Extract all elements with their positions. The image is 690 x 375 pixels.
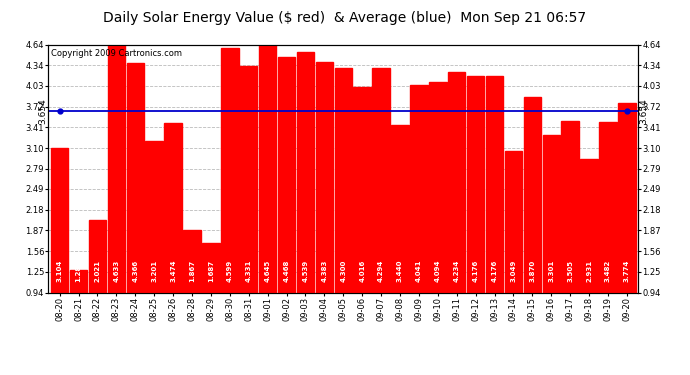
Bar	[221, 48, 239, 356]
Text: 4.041: 4.041	[416, 260, 422, 282]
Text: 3.654: 3.654	[640, 98, 649, 124]
Bar	[391, 125, 408, 355]
Text: 4.176: 4.176	[491, 260, 497, 282]
Text: 4.016: 4.016	[359, 260, 365, 282]
Text: 3.104: 3.104	[57, 260, 63, 282]
Bar	[146, 141, 163, 356]
Text: 3.870: 3.870	[529, 260, 535, 282]
Text: 4.599: 4.599	[227, 260, 233, 282]
Bar	[315, 62, 333, 355]
Text: 3.774: 3.774	[624, 260, 630, 282]
Bar	[51, 148, 68, 356]
Bar	[89, 220, 106, 356]
Bar	[505, 152, 522, 356]
Text: 4.094: 4.094	[435, 260, 441, 282]
Bar	[202, 243, 219, 356]
Text: 3.654: 3.654	[38, 98, 47, 124]
Bar	[335, 68, 352, 355]
Text: 4.176: 4.176	[473, 260, 479, 282]
Bar	[240, 66, 257, 355]
Bar	[373, 68, 390, 356]
Bar	[448, 72, 466, 356]
Text: 1.687: 1.687	[208, 260, 214, 282]
Text: 4.234: 4.234	[454, 260, 460, 282]
Text: 3.049: 3.049	[511, 260, 516, 282]
Bar	[524, 96, 541, 356]
Text: 3.440: 3.440	[397, 260, 403, 282]
Text: 1.280: 1.280	[75, 260, 81, 282]
Text: 3.201: 3.201	[151, 260, 157, 282]
Text: 4.645: 4.645	[265, 260, 270, 282]
Bar	[467, 76, 484, 355]
Text: Daily Solar Energy Value ($ red)  & Average (blue)  Mon Sep 21 06:57: Daily Solar Energy Value ($ red) & Avera…	[104, 11, 586, 25]
Bar	[562, 121, 579, 356]
Bar	[108, 45, 125, 356]
Text: 3.474: 3.474	[170, 260, 176, 282]
Text: 3.505: 3.505	[567, 261, 573, 282]
Bar	[429, 81, 446, 356]
Text: 4.468: 4.468	[284, 260, 290, 282]
Bar	[542, 135, 560, 356]
Text: 4.383: 4.383	[322, 260, 327, 282]
Text: 4.366: 4.366	[132, 260, 138, 282]
Bar	[600, 123, 617, 356]
Bar	[259, 45, 276, 356]
Text: Copyright 2009 Cartronics.com: Copyright 2009 Cartronics.com	[51, 49, 182, 58]
Text: 2.021: 2.021	[95, 261, 101, 282]
Bar	[580, 159, 598, 356]
Bar	[278, 57, 295, 356]
Bar	[486, 76, 503, 355]
Text: 4.294: 4.294	[378, 260, 384, 282]
Bar	[297, 52, 314, 356]
Bar	[411, 85, 428, 356]
Text: 3.301: 3.301	[549, 260, 554, 282]
Text: 4.331: 4.331	[246, 260, 252, 282]
Text: 1.867: 1.867	[189, 260, 195, 282]
Text: 4.539: 4.539	[302, 260, 308, 282]
Text: 4.633: 4.633	[113, 260, 119, 282]
Text: 3.482: 3.482	[605, 260, 611, 282]
Bar	[618, 103, 635, 356]
Bar	[126, 63, 144, 355]
Bar	[184, 231, 201, 356]
Text: 2.931: 2.931	[586, 260, 592, 282]
Text: 4.300: 4.300	[340, 260, 346, 282]
Bar	[164, 123, 181, 355]
Bar	[353, 87, 371, 356]
Bar	[70, 270, 87, 356]
